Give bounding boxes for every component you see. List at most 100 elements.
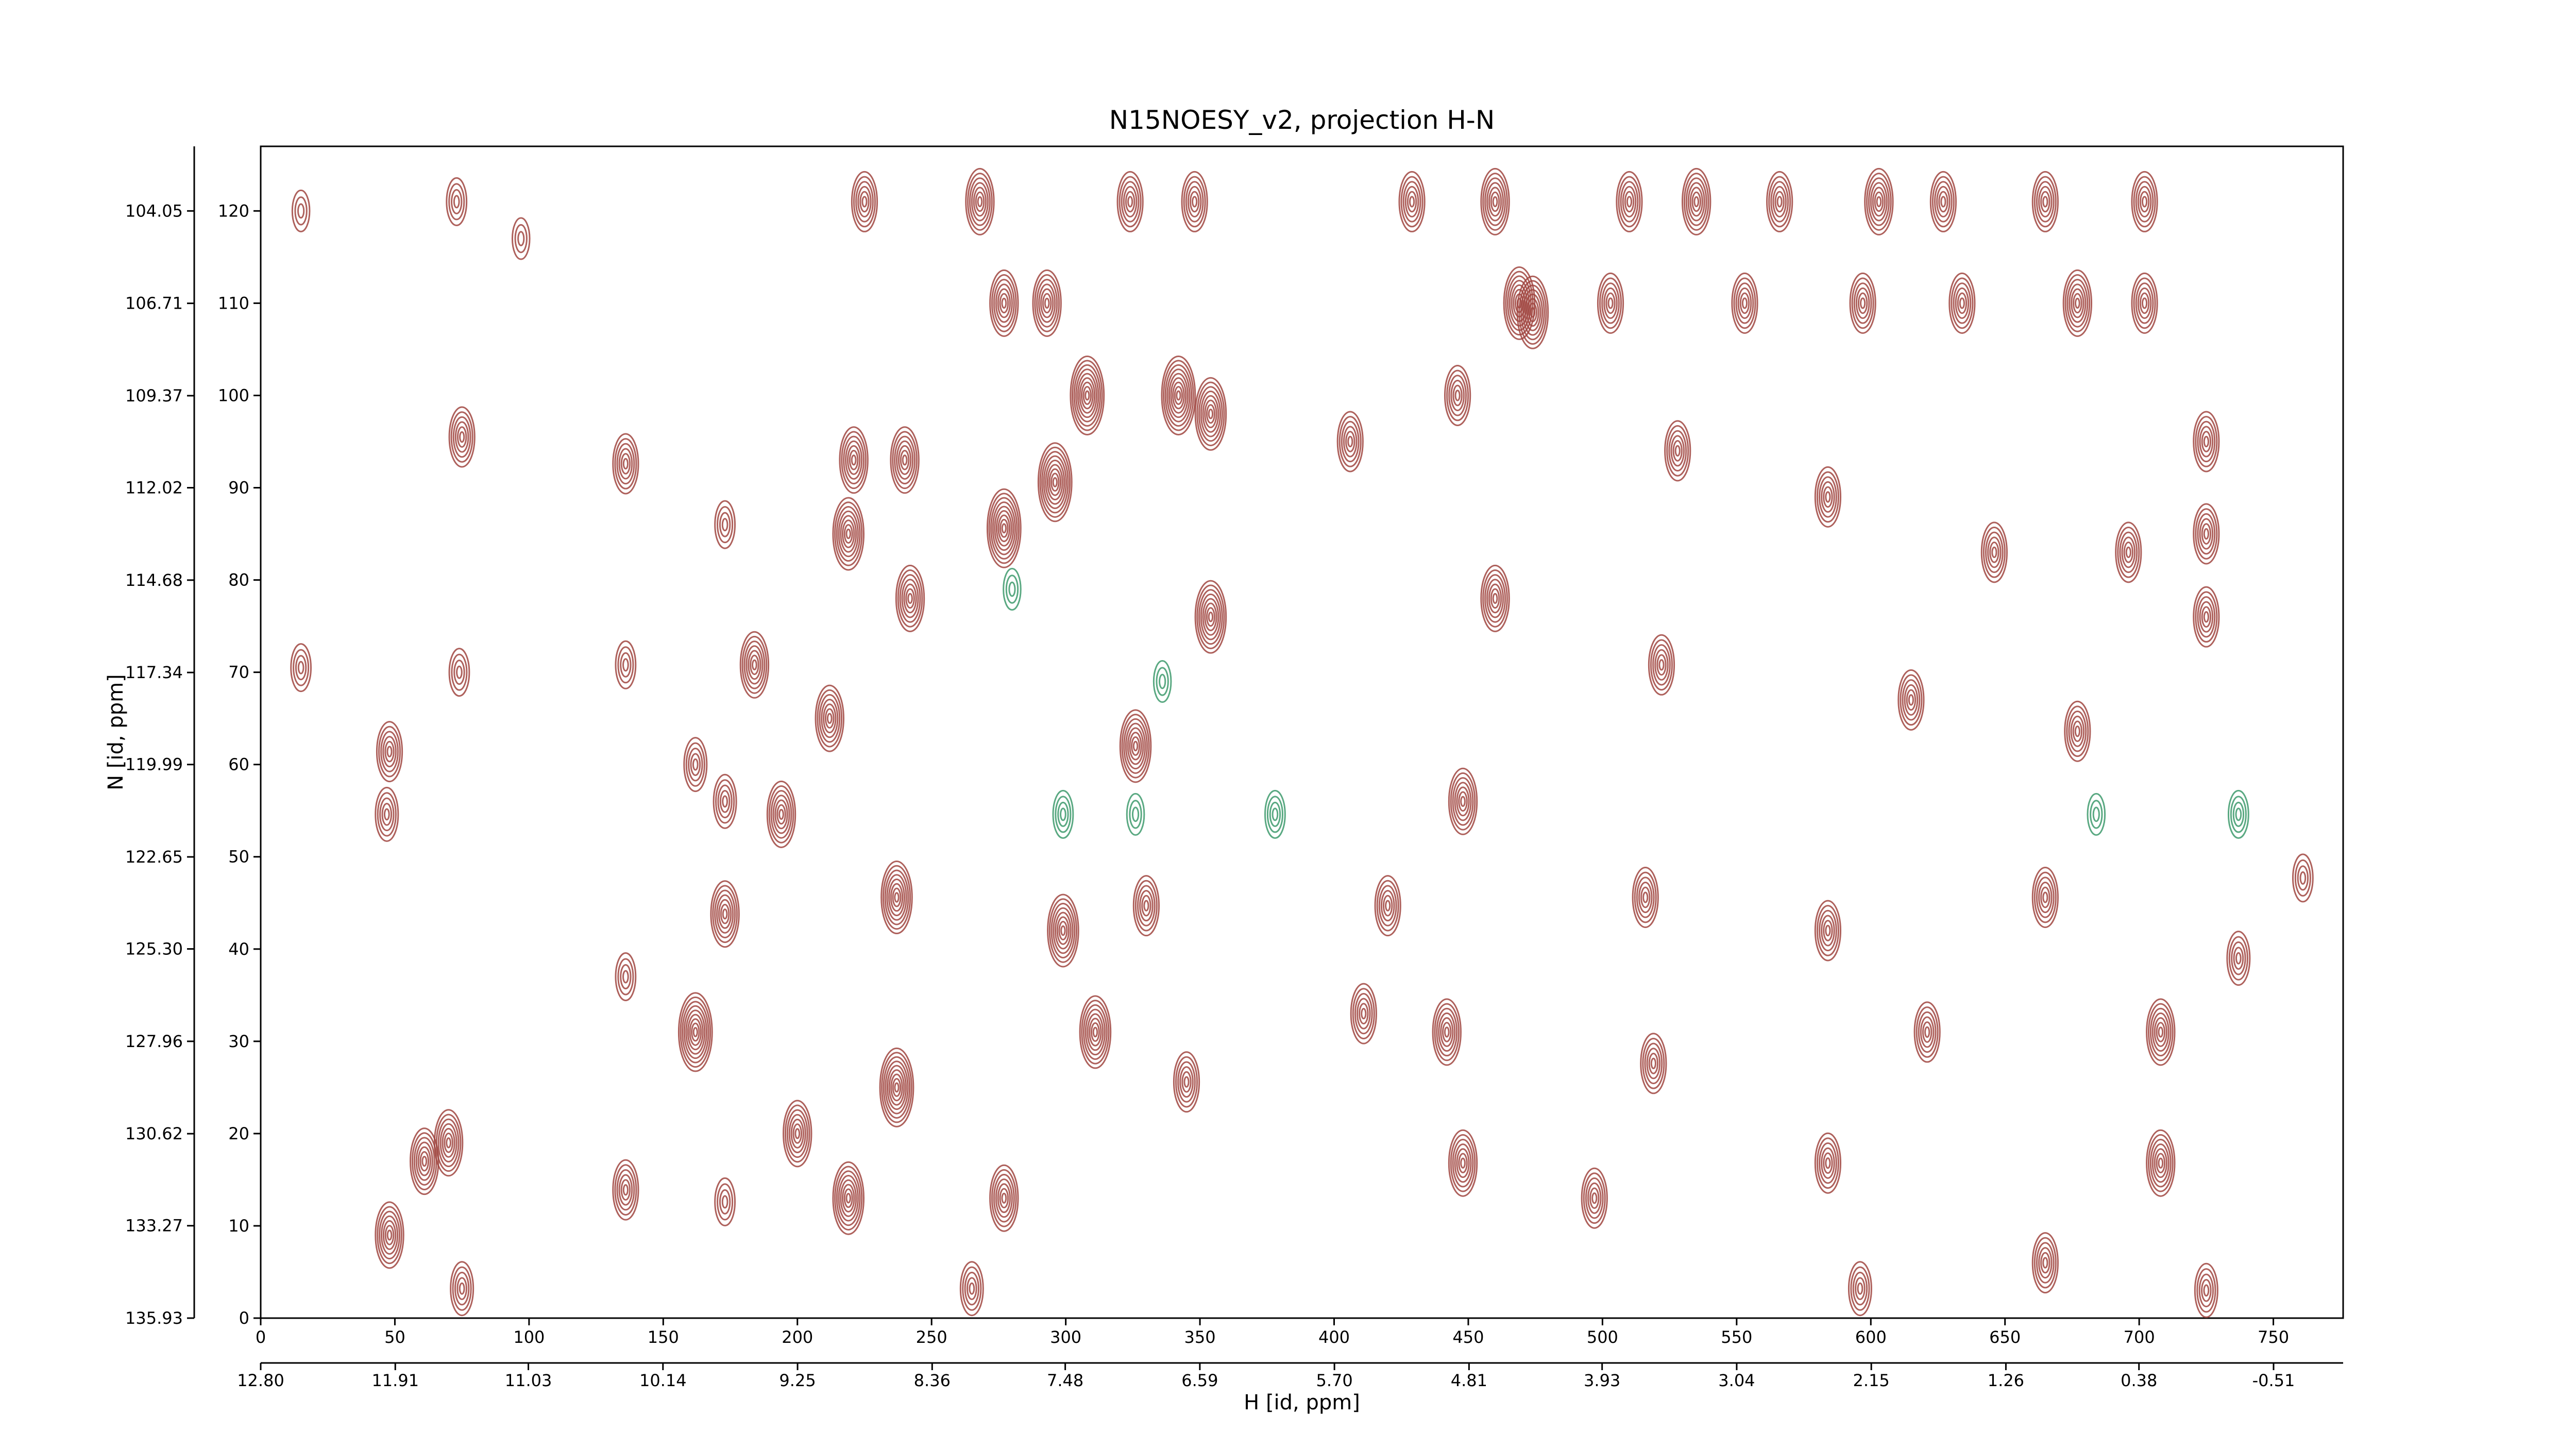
contour-ring <box>1089 1018 1102 1047</box>
contour-ring <box>1452 1138 1474 1188</box>
contour-ring <box>886 1065 907 1110</box>
contour-ring <box>456 426 467 448</box>
contour-ring <box>517 231 525 246</box>
contour-ring <box>1908 694 1914 706</box>
y2-tick-label: 130.62 <box>125 1124 183 1143</box>
contour-ring <box>1352 988 1375 1039</box>
contour-ring <box>1183 1076 1190 1088</box>
contour-ring <box>2146 998 2176 1066</box>
contour-ring <box>1001 523 1007 534</box>
contour-ring <box>2033 176 2057 228</box>
contour-ring <box>1448 767 1478 835</box>
contour-ring <box>1503 266 1536 340</box>
contour-ring <box>1872 187 1886 217</box>
contour-ring <box>1119 709 1152 783</box>
contour-ring <box>1957 292 1968 314</box>
contour-ring <box>1642 1037 1665 1089</box>
contour-ring <box>622 1184 629 1196</box>
contour-ring <box>452 1266 472 1311</box>
contour-ring <box>1934 181 1953 223</box>
contour-ring <box>1084 1008 1106 1056</box>
contour-ring <box>774 799 788 830</box>
contour-ring <box>1916 1006 1939 1058</box>
contour-ring <box>1874 191 1884 212</box>
contour-ring <box>1906 689 1917 711</box>
contour-ring <box>832 497 865 571</box>
contour-ring <box>1179 1066 1194 1098</box>
contour-ring <box>1605 292 1616 314</box>
contour-ring <box>1585 1177 1604 1219</box>
contour-ring <box>1486 579 1504 618</box>
contour-ring <box>1685 177 1707 226</box>
contour-ring <box>999 1188 1009 1209</box>
contour-ring <box>1001 297 1007 309</box>
contour-ring <box>1870 182 1888 222</box>
x-tick-label: 300 <box>1050 1327 1081 1347</box>
contour-ring <box>1774 191 1785 213</box>
contour-ring <box>739 631 770 699</box>
contour-ring <box>1057 801 1069 827</box>
contour-ring <box>1857 292 1868 314</box>
y-tick-label: 100 <box>218 385 249 405</box>
contour-ring <box>2146 1129 2176 1197</box>
contour-ring <box>717 1183 734 1221</box>
contour-ring <box>1053 907 1074 954</box>
y-tick-label: 70 <box>228 663 249 682</box>
contour-ring <box>1488 187 1502 217</box>
x-tick-label: 600 <box>1855 1327 1887 1347</box>
contour-ring <box>975 191 985 212</box>
y-tick-label: 0 <box>239 1308 249 1328</box>
contour-ring <box>1454 390 1461 401</box>
contour-ring <box>1376 880 1399 932</box>
contour-ring <box>902 454 908 466</box>
contour-ring <box>900 450 910 470</box>
contour-ring <box>1159 673 1166 689</box>
contour-ring <box>2147 1003 2174 1062</box>
y-tick-label: 120 <box>218 201 249 221</box>
contour-ring <box>839 426 869 494</box>
contour-ring <box>853 176 876 228</box>
contour-ring <box>1436 1007 1458 1057</box>
contour-ring <box>899 574 921 623</box>
contour-ring <box>2033 871 2057 923</box>
contour-ring <box>1452 384 1463 407</box>
contour-ring <box>511 217 531 260</box>
contour-ring <box>1189 191 1200 213</box>
contour-ring <box>1852 1272 1868 1306</box>
x2-tick-label: 1.26 <box>1988 1371 2024 1390</box>
contour-ring <box>1126 793 1145 836</box>
contour-ring <box>380 1215 399 1255</box>
contour-ring <box>1849 272 1876 334</box>
contour-ring <box>719 1189 731 1215</box>
contour-ring <box>2141 297 2148 309</box>
contour-ring <box>1454 782 1472 821</box>
contour-ring <box>1814 1132 1842 1194</box>
contour-ring <box>1989 542 1999 563</box>
contour-ring <box>770 790 792 839</box>
contour-ring <box>616 1169 635 1211</box>
contour-ring <box>1618 176 1641 228</box>
contour-ring <box>1121 714 1150 779</box>
contour-ring <box>989 269 1019 337</box>
contour-ring <box>1058 920 1068 940</box>
contour-ring <box>861 196 868 208</box>
contour-ring <box>1484 177 1506 226</box>
contour-ring <box>1450 1134 1476 1192</box>
contour-ring <box>1208 409 1214 419</box>
y-tick-label: 60 <box>228 755 249 774</box>
contour-ring <box>892 887 902 907</box>
contour-ring <box>2121 536 2136 568</box>
contour-ring <box>1264 789 1286 839</box>
contour-ring <box>1480 564 1510 632</box>
y-tick-label: 80 <box>228 570 249 590</box>
contour-ring <box>995 1178 1013 1218</box>
contour-ring <box>712 885 738 943</box>
contour-ring <box>380 731 399 772</box>
contour-ring <box>1125 191 1136 213</box>
contour-ring <box>2151 1143 2170 1183</box>
contour-ring <box>1084 390 1090 401</box>
plot-frame <box>260 145 2344 1319</box>
contour-ring <box>846 445 861 475</box>
contour-ring <box>1616 171 1643 232</box>
